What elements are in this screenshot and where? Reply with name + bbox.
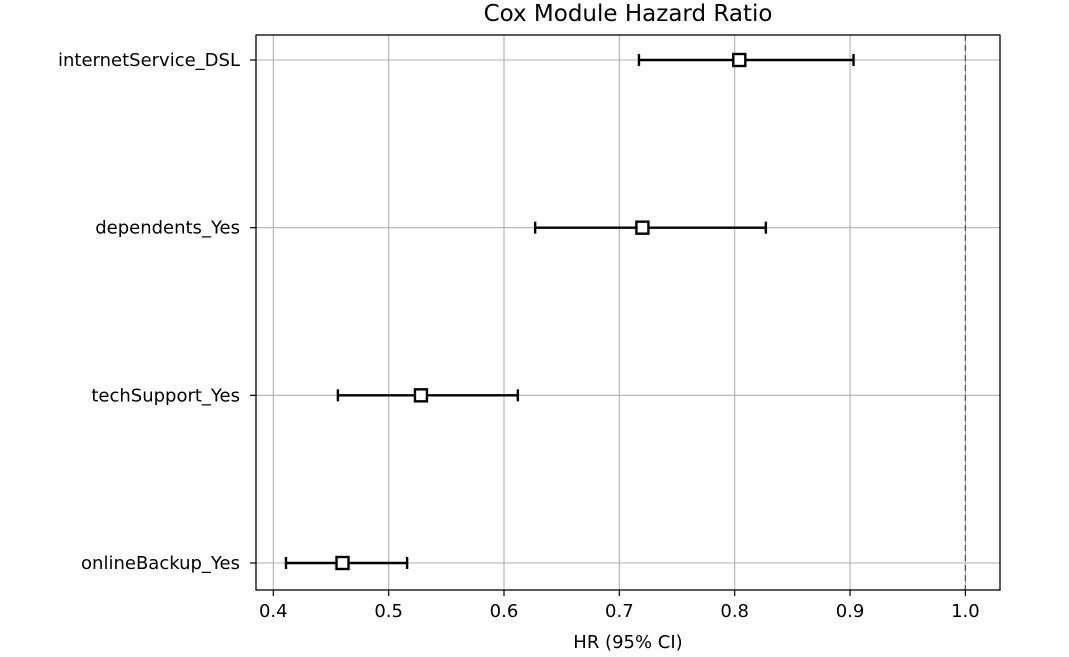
x-tick-label: 0.6: [490, 601, 519, 622]
hazard-ratio-marker: [413, 388, 429, 403]
hazard-ratio-markers: [335, 52, 747, 571]
hazard-ratio-marker: [635, 220, 650, 235]
x-tick-label: 1.0: [951, 601, 980, 622]
x-tick-label: 0.8: [720, 601, 749, 622]
grid: [256, 35, 1000, 590]
hazard-ratio-marker: [335, 555, 350, 571]
x-tick-label: 0.4: [259, 601, 288, 622]
x-tick-label: 0.5: [374, 601, 403, 622]
x-tick-label: 0.9: [836, 601, 865, 622]
chart-title: Cox Module Hazard Ratio: [484, 1, 773, 27]
x-tick-label: 0.7: [605, 601, 634, 622]
plot-frame: [255, 34, 1001, 591]
x-axis-ticks: 0.4 0.5 0.6 0.7 0.8 0.9 1.0: [259, 590, 980, 622]
y-tick-label: techSupport_Yes: [91, 385, 240, 406]
y-tick-label: dependents_Yes: [95, 218, 240, 239]
y-axis-ticks: internetService_DSL dependents_Yes techSup…: [58, 50, 256, 574]
y-tick-label: onlineBackup_Yes: [81, 553, 240, 574]
hazard-ratio-marker: [732, 52, 747, 68]
y-tick-label: internetService_DSL: [58, 50, 240, 71]
confidence-intervals: [284, 54, 855, 569]
x-axis-label: HR (95% CI): [573, 632, 682, 653]
